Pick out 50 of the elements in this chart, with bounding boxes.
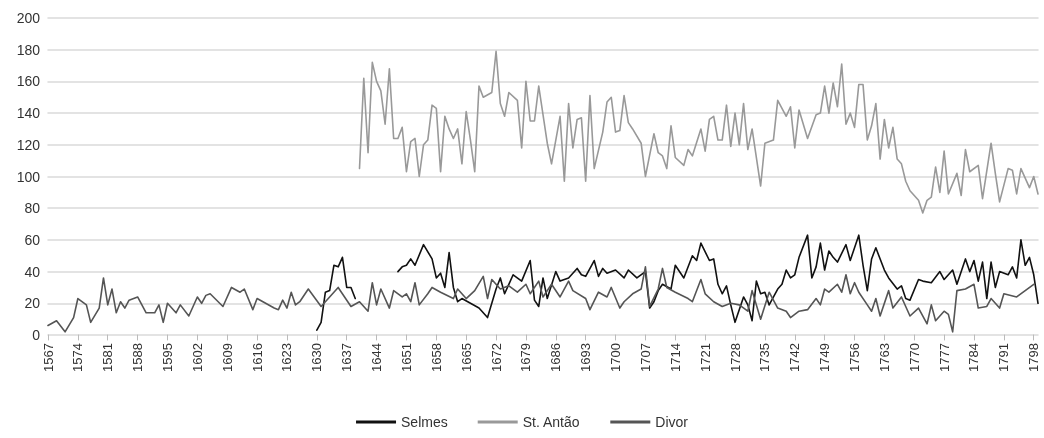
x-tick-label: 1679: [518, 343, 534, 372]
x-tick-label: 1574: [70, 343, 86, 372]
x-tick-label: 1686: [548, 343, 564, 372]
x-tick-label: 1630: [309, 343, 325, 372]
x-tick-label: 1770: [906, 343, 922, 372]
line-series: [358, 50, 1039, 214]
y-tick-label: 80: [24, 200, 41, 217]
line-series: [47, 266, 1035, 333]
x-tick-label: 1672: [488, 343, 504, 372]
x-tick-label: 1721: [697, 343, 713, 372]
x-tick-label: 1777: [936, 343, 952, 372]
x-tick-label: 1693: [578, 343, 594, 372]
y-tick-label: 60: [24, 231, 41, 248]
x-tick-label: 1616: [249, 343, 265, 372]
x-tick-label: 1798: [1026, 343, 1042, 372]
legend-label: Divor: [655, 414, 689, 430]
x-tick-label: 1728: [727, 343, 743, 372]
legend-label: St. Antão: [522, 414, 580, 430]
x-tick-label: 1588: [130, 343, 146, 372]
y-tick-label: 100: [16, 168, 41, 185]
y-tick-label: 120: [16, 136, 41, 153]
x-tick-label: 1784: [966, 343, 982, 372]
y-tick-label: 200: [16, 10, 41, 26]
x-tick-label: 1700: [608, 343, 624, 372]
x-tick-label: 1609: [219, 343, 235, 372]
y-tick-label: 140: [16, 105, 41, 122]
x-tick-label: 1742: [787, 343, 803, 372]
y-tick-label: 180: [16, 41, 41, 58]
x-tick-label: 1735: [757, 343, 773, 372]
legend-label: Selmes: [401, 414, 448, 430]
x-tick-label: 1658: [428, 343, 444, 372]
x-tick-label: 1714: [667, 343, 683, 372]
y-tick-label: 0: [32, 327, 41, 343]
x-tick-label: 1602: [189, 343, 205, 372]
x-tick-label: 1567: [40, 343, 56, 372]
x-tick-label: 1763: [876, 343, 892, 372]
x-tick-label: 1707: [637, 343, 653, 372]
x-tick-label: 1791: [996, 343, 1012, 372]
x-tick-label: 1581: [100, 343, 116, 372]
x-tick-label: 1623: [279, 343, 295, 372]
x-tick-label: 1595: [159, 343, 175, 372]
x-tick-label: 1756: [847, 343, 863, 372]
x-tick-label: 1651: [398, 343, 414, 372]
y-tick-label: 20: [24, 295, 41, 312]
x-tick-label: 1665: [458, 343, 474, 372]
y-tick-label: 40: [24, 263, 41, 280]
y-tick-label: 160: [16, 73, 41, 90]
x-tick-label: 1644: [369, 343, 385, 372]
x-tick-label: 1749: [817, 343, 833, 372]
x-tick-label: 1637: [339, 343, 355, 372]
